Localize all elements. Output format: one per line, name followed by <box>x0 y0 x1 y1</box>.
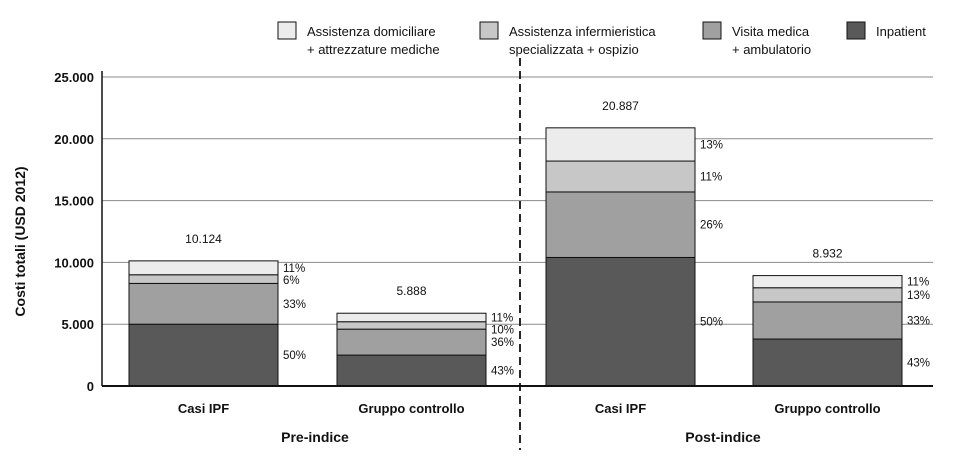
y-tick-label: 15.000 <box>54 194 94 209</box>
legend-label: + ambulatorio <box>732 42 811 57</box>
bar-segment <box>128 260 279 276</box>
bar-percent-label: 33% <box>283 299 306 311</box>
bar-total-label: 10.124 <box>185 232 222 246</box>
bar-segment <box>128 282 279 325</box>
bar-segment <box>545 160 696 193</box>
x-category-label: Casi IPF <box>178 401 229 416</box>
bar-percent-label: 11% <box>491 312 513 324</box>
bar-percent-label: 43% <box>907 358 930 370</box>
y-tick-label: 5.000 <box>61 317 94 332</box>
bar-total-label: 8.932 <box>812 247 842 261</box>
bar-segment <box>128 323 279 387</box>
x-category-label: Gruppo controllo <box>358 401 464 416</box>
bar-segment <box>752 275 903 289</box>
legend-label: Inpatient <box>876 24 926 39</box>
bar-percent-label: 26% <box>700 220 723 232</box>
bar-layer <box>128 127 903 387</box>
y-tick-label: 20.000 <box>54 132 94 147</box>
bar-percent-label: 11% <box>907 277 929 289</box>
bar-percent-label: 13% <box>907 290 930 302</box>
legend-label: specializzata + ospizio <box>509 42 639 57</box>
bar-segment <box>752 287 903 303</box>
bar-percent-label: 11% <box>700 171 722 183</box>
y-tick-label: 10.000 <box>54 255 94 270</box>
legend-swatch <box>846 21 866 40</box>
bar-total-label: 20.887 <box>602 99 639 113</box>
bar-segment <box>545 191 696 258</box>
bar-segment <box>752 301 903 340</box>
bar-percent-label: 43% <box>491 366 514 378</box>
bar-percent-label: 50% <box>700 317 723 329</box>
x-category-label: Casi IPF <box>595 401 646 416</box>
legend: Assistenza domiciliare + attrezzature med… <box>277 21 926 57</box>
x-category-label: Gruppo controllo <box>774 401 880 416</box>
bar-segment <box>545 127 696 162</box>
bar-segment <box>752 338 903 387</box>
y-axis-title: Costi totali (USD 2012) <box>12 166 28 316</box>
group-label: Post-indice <box>685 429 761 445</box>
group-label: Pre-indice <box>281 429 349 445</box>
bar-percent-label: 11% <box>283 263 305 275</box>
bar-percent-label: 33% <box>907 315 930 327</box>
bar-segment <box>336 354 487 387</box>
bar-segment <box>336 328 487 356</box>
bar-total-label: 5.888 <box>396 284 426 298</box>
y-tick-label: 25.000 <box>54 70 94 85</box>
bar-percent-label: 6% <box>283 275 300 287</box>
legend-swatch <box>277 21 297 40</box>
bar-segment <box>336 312 487 323</box>
legend-label: Assistenza infermieristica <box>509 24 656 39</box>
legend-swatch <box>479 21 499 40</box>
legend-label: Visita medica <box>732 24 810 39</box>
bar-segment <box>336 321 487 330</box>
bar-percent-label: 10% <box>491 324 514 336</box>
bar-segment <box>128 274 279 284</box>
axis-layer: 0 5.000 10.000 15.000 20.000 25.000 Costi tota… <box>12 58 933 450</box>
bar-segment <box>545 256 696 387</box>
bar-percent-label: 36% <box>491 337 514 349</box>
bar-percent-label: 50% <box>283 350 306 362</box>
y-tick-label: 0 <box>87 379 94 394</box>
legend-swatch <box>702 21 722 40</box>
bar-percent-label: 13% <box>700 139 723 151</box>
legend-label: Assistenza domiciliare <box>307 24 436 39</box>
legend-label: + attrezzature mediche <box>307 42 440 57</box>
